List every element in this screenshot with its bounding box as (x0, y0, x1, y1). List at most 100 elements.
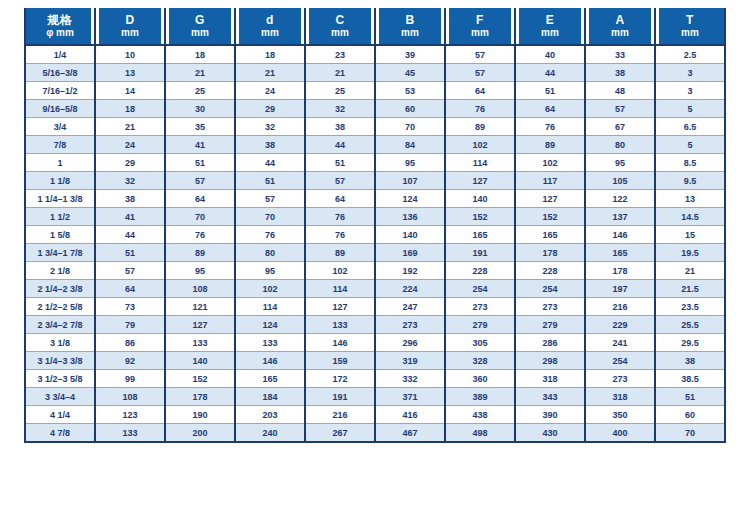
value-cell: 89 (445, 118, 515, 136)
value-cell: 76 (445, 100, 515, 118)
value-cell: 430 (515, 424, 585, 443)
column-letter: T (656, 14, 724, 27)
value-cell: 254 (515, 280, 585, 298)
value-cell: 137 (585, 208, 655, 226)
value-cell: 80 (235, 244, 305, 262)
value-cell: 51 (305, 154, 375, 172)
value-cell: 89 (165, 244, 235, 262)
value-cell: 8.5 (655, 154, 725, 172)
value-cell: 13 (655, 190, 725, 208)
value-cell: 38 (655, 352, 725, 370)
value-cell: 6.5 (655, 118, 725, 136)
value-cell: 73 (95, 298, 165, 316)
table-header: 规格 φ mm DmmGmmdmmCmmBmmFmmEmmAmmTmm (25, 8, 725, 45)
value-cell: 25 (165, 82, 235, 100)
value-cell: 15 (655, 226, 725, 244)
value-cell: 165 (445, 226, 515, 244)
value-cell: 159 (305, 352, 375, 370)
value-cell: 24 (95, 136, 165, 154)
dimension-spec-table: 规格 φ mm DmmGmmdmmCmmBmmFmmEmmAmmTmm 1/41… (24, 8, 726, 443)
value-cell: 18 (235, 45, 305, 64)
value-cell: 32 (305, 100, 375, 118)
spec-cell: 3/4 (25, 118, 95, 136)
value-cell: 127 (305, 298, 375, 316)
value-cell: 133 (305, 316, 375, 334)
value-cell: 438 (445, 406, 515, 424)
value-cell: 51 (165, 154, 235, 172)
value-cell: 286 (515, 334, 585, 352)
value-cell: 136 (375, 208, 445, 226)
value-cell: 5 (655, 100, 725, 118)
value-cell: 32 (95, 172, 165, 190)
value-cell: 76 (305, 208, 375, 226)
column-header-D: Dmm (95, 8, 165, 45)
value-cell: 123 (95, 406, 165, 424)
column-header-C: Cmm (305, 8, 375, 45)
column-unit: mm (516, 27, 584, 38)
value-cell: 279 (515, 316, 585, 334)
value-cell: 102 (235, 280, 305, 298)
spec-cell: 4 1/4 (25, 406, 95, 424)
spec-cell: 2 3/4–2 7/8 (25, 316, 95, 334)
value-cell: 191 (445, 244, 515, 262)
value-cell: 178 (515, 244, 585, 262)
column-unit: mm (586, 27, 654, 38)
column-header-B: Bmm (375, 8, 445, 45)
value-cell: 350 (585, 406, 655, 424)
value-cell: 3 (655, 82, 725, 100)
spec-cell: 5/16–3/8 (25, 64, 95, 82)
value-cell: 76 (515, 118, 585, 136)
column-header-spec: 规格 φ mm (25, 8, 95, 45)
value-cell: 53 (375, 82, 445, 100)
table-row: 2 3/4–2 7/87912712413327327927922925.5 (25, 316, 725, 334)
value-cell: 57 (585, 100, 655, 118)
value-cell: 21 (235, 64, 305, 82)
value-cell: 95 (375, 154, 445, 172)
value-cell: 51 (515, 82, 585, 100)
table-row: 9/16–5/818302932607664575 (25, 100, 725, 118)
value-cell: 140 (165, 352, 235, 370)
value-cell: 416 (375, 406, 445, 424)
value-cell: 146 (235, 352, 305, 370)
value-cell: 92 (95, 352, 165, 370)
value-cell: 298 (515, 352, 585, 370)
value-cell: 23 (305, 45, 375, 64)
value-cell: 60 (375, 100, 445, 118)
spec-cell: 1 1/8 (25, 172, 95, 190)
value-cell: 41 (95, 208, 165, 226)
value-cell: 240 (235, 424, 305, 443)
value-cell: 279 (445, 316, 515, 334)
value-cell: 318 (585, 388, 655, 406)
value-cell: 114 (235, 298, 305, 316)
value-cell: 21 (305, 64, 375, 82)
value-cell: 13 (95, 64, 165, 82)
value-cell: 254 (585, 352, 655, 370)
value-cell: 70 (235, 208, 305, 226)
value-cell: 108 (165, 280, 235, 298)
value-cell: 89 (305, 244, 375, 262)
value-cell: 178 (165, 388, 235, 406)
value-cell: 64 (95, 280, 165, 298)
table-row: 1/410181823395740332.5 (25, 45, 725, 64)
value-cell: 102 (445, 136, 515, 154)
value-cell: 60 (655, 406, 725, 424)
value-cell: 273 (375, 316, 445, 334)
value-cell: 44 (235, 154, 305, 172)
value-cell: 44 (305, 136, 375, 154)
table-row: 5/16–3/813212121455744383 (25, 64, 725, 82)
value-cell: 107 (375, 172, 445, 190)
value-cell: 67 (585, 118, 655, 136)
table-row: 2 1/2–2 5/87312111412724727327321623.5 (25, 298, 725, 316)
value-cell: 122 (585, 190, 655, 208)
spec-cell: 1 5/8 (25, 226, 95, 244)
value-cell: 273 (585, 370, 655, 388)
value-cell: 25.5 (655, 316, 725, 334)
value-cell: 32 (235, 118, 305, 136)
value-cell: 267 (305, 424, 375, 443)
value-cell: 216 (585, 298, 655, 316)
column-unit: mm (166, 27, 234, 38)
value-cell: 200 (165, 424, 235, 443)
value-cell: 95 (585, 154, 655, 172)
value-cell: 127 (445, 172, 515, 190)
column-header-d: dmm (235, 8, 305, 45)
